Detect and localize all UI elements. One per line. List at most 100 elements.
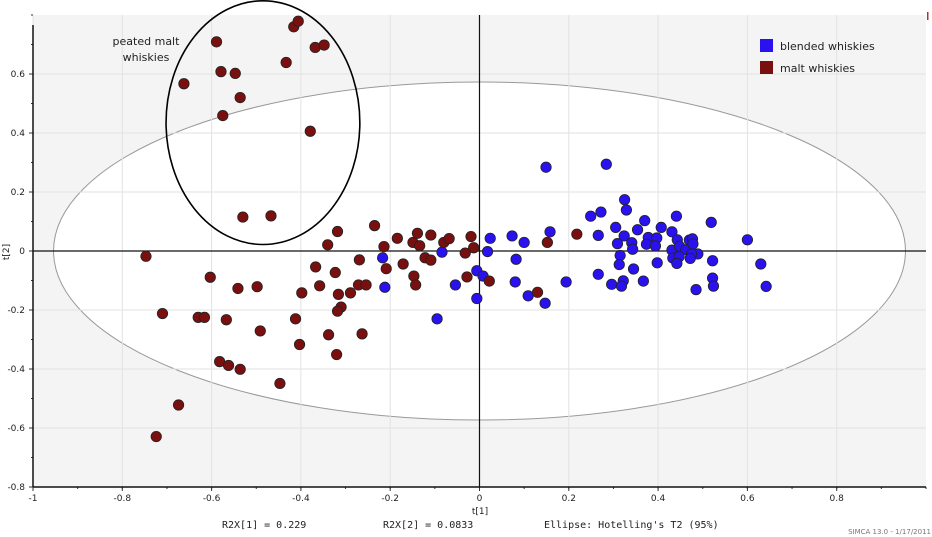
point-malt-whisky [329, 266, 341, 279]
point-malt-whisky [356, 328, 368, 340]
point-malt-whisky [172, 399, 185, 411]
y-tick-label: 0 [19, 247, 25, 257]
legend-label-malt: malt whiskies [780, 62, 855, 75]
point-blended-whisky [619, 194, 631, 206]
r2x1-text: R2X[1] = 0.229 [222, 520, 306, 531]
point-malt-whisky [459, 247, 471, 259]
point-blended-whisky [481, 245, 494, 258]
point-blended-whisky [611, 238, 624, 250]
point-blended-whisky [690, 284, 702, 296]
point-blended-whisky [606, 278, 618, 290]
point-malt-whisky [331, 348, 343, 361]
point-blended-whisky [518, 236, 530, 249]
point-malt-whisky [204, 271, 216, 283]
point-malt-whisky [280, 56, 292, 69]
y-axis-label: t[2] [2, 244, 12, 260]
point-malt-whisky [541, 236, 553, 249]
point-malt-whisky [274, 377, 286, 390]
point-malt-whisky [368, 220, 381, 232]
point-blended-whisky [522, 290, 534, 302]
annotation-line1: peated malt [113, 35, 181, 48]
y-tick-label: -0.8 [7, 483, 25, 493]
point-malt-whisky [571, 228, 583, 240]
point-blended-whisky [379, 281, 391, 293]
point-malt-whisky [229, 67, 241, 80]
x-tick-label: -0.6 [203, 494, 221, 504]
point-blended-whisky [544, 226, 556, 238]
point-blended-whisky [615, 280, 628, 292]
point-malt-whisky [254, 325, 266, 337]
point-malt-whisky [461, 271, 473, 283]
r2x2-text: R2X[2] = 0.0833 [383, 520, 473, 531]
point-malt-whisky [304, 125, 316, 137]
point-malt-whisky [443, 233, 455, 245]
point-blended-whisky [706, 255, 719, 267]
point-blended-whisky [610, 221, 622, 233]
point-malt-whisky [198, 311, 211, 323]
point-blended-whisky [627, 243, 639, 255]
point-malt-whisky [232, 282, 244, 295]
y-tick-label: -0.6 [7, 424, 25, 434]
point-blended-whisky [449, 279, 461, 291]
point-blended-whisky [671, 257, 683, 269]
point-blended-whisky [705, 216, 717, 228]
x-tick-label: -0.2 [381, 494, 399, 504]
point-blended-whisky [651, 257, 663, 269]
point-malt-whisky [310, 261, 322, 273]
point-malt-whisky [410, 279, 422, 291]
point-blended-whisky [484, 232, 496, 244]
point-malt-whisky [483, 275, 495, 287]
x-tick-label: 0.2 [562, 494, 576, 504]
point-malt-whisky [411, 227, 424, 239]
point-blended-whisky [631, 224, 644, 236]
point-blended-whisky [509, 276, 521, 288]
x-tick-label: 0 [477, 494, 483, 504]
point-blended-whisky [377, 252, 389, 264]
point-malt-whisky [331, 305, 344, 317]
y-tick-label: 0.6 [11, 70, 26, 80]
x-tick-label: -0.4 [292, 494, 310, 504]
point-malt-whisky [220, 314, 232, 326]
x-tick-label: -1 [29, 494, 38, 504]
x-tick-label: 0.8 [830, 494, 845, 504]
point-malt-whisky [468, 242, 480, 254]
y-tick-label: 0.2 [11, 188, 25, 198]
point-malt-whisky [156, 307, 169, 320]
point-blended-whisky [707, 280, 720, 292]
point-malt-whisky [292, 15, 304, 27]
point-blended-whisky [540, 161, 552, 173]
annotation-line2: whiskies [123, 51, 170, 64]
point-blended-whisky [539, 297, 551, 309]
point-malt-whisky [178, 78, 190, 90]
point-blended-whisky [637, 275, 649, 287]
point-malt-whisky [140, 250, 152, 262]
point-blended-whisky [600, 158, 612, 170]
x-tick-label: -0.8 [114, 494, 132, 504]
y-tick-label: -0.4 [7, 365, 25, 375]
point-blended-whisky [585, 210, 597, 222]
point-blended-whisky [655, 221, 667, 233]
point-malt-whisky [322, 329, 335, 341]
point-blended-whisky [592, 229, 604, 241]
point-malt-whisky [332, 288, 345, 300]
point-blended-whisky [649, 240, 662, 252]
point-malt-whisky [289, 313, 302, 325]
point-malt-whisky [378, 240, 390, 253]
point-malt-whisky [531, 286, 544, 298]
x-axis-label: t[1] [472, 507, 488, 517]
point-malt-whisky [425, 229, 437, 241]
point-malt-whisky [234, 363, 246, 375]
point-blended-whisky [741, 234, 754, 246]
legend-swatch-blended [760, 39, 773, 52]
point-malt-whisky [391, 232, 403, 244]
point-blended-whisky [760, 280, 772, 292]
point-blended-whisky [595, 206, 607, 218]
point-blended-whisky [666, 226, 678, 238]
point-blended-whisky [560, 276, 572, 288]
point-malt-whisky [353, 254, 365, 266]
point-malt-whisky [251, 281, 263, 293]
point-malt-whisky [293, 338, 306, 351]
point-malt-whisky [215, 66, 227, 78]
point-malt-whisky [465, 230, 477, 243]
